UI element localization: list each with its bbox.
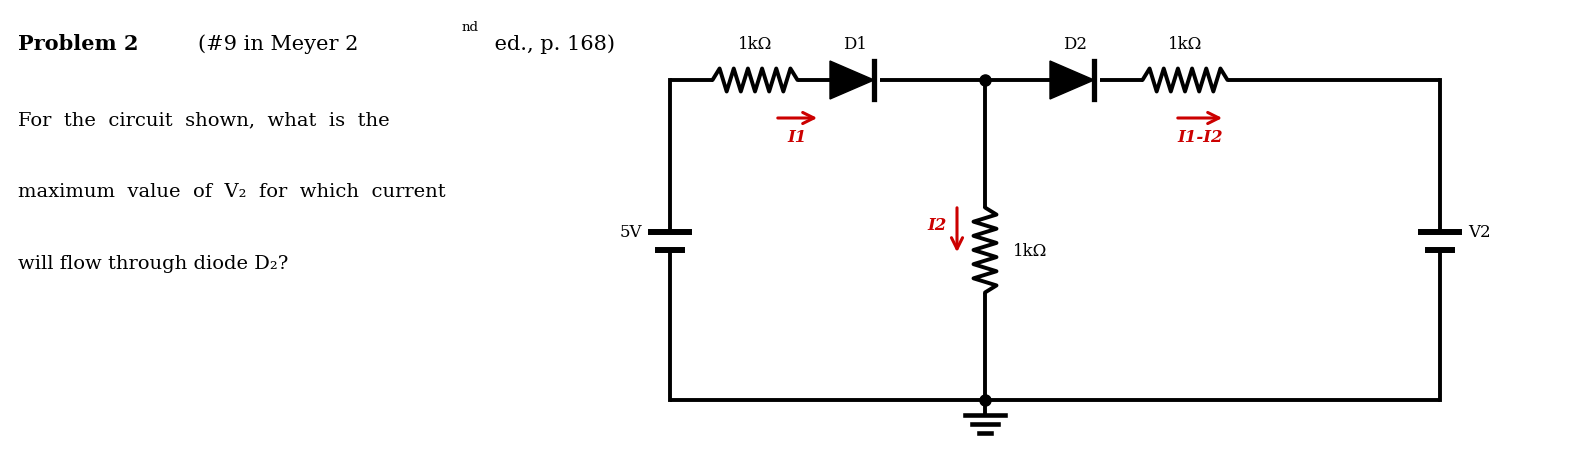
Text: 5V: 5V: [620, 224, 642, 241]
Text: V2: V2: [1468, 224, 1491, 241]
Polygon shape: [830, 62, 874, 100]
Text: 1kΩ: 1kΩ: [1168, 36, 1202, 53]
Text: 1kΩ: 1kΩ: [739, 36, 772, 53]
Text: I1-I2: I1-I2: [1177, 129, 1223, 146]
Text: I1: I1: [787, 129, 806, 146]
Text: nd: nd: [462, 21, 480, 34]
Text: ed., p. 168): ed., p. 168): [488, 34, 615, 54]
Text: (#9 in Meyer 2: (#9 in Meyer 2: [197, 34, 358, 54]
Text: will flow through diode D₂?: will flow through diode D₂?: [17, 254, 289, 273]
Text: D1: D1: [843, 36, 866, 53]
Text: I2: I2: [928, 217, 947, 234]
Text: For  the  circuit  shown,  what  is  the: For the circuit shown, what is the: [17, 111, 390, 129]
Text: D2: D2: [1064, 36, 1087, 53]
Text: maximum  value  of  V₂  for  which  current: maximum value of V₂ for which current: [17, 182, 445, 201]
Text: Problem 2: Problem 2: [17, 34, 139, 54]
Text: 1kΩ: 1kΩ: [1013, 242, 1048, 259]
Polygon shape: [1049, 62, 1094, 100]
